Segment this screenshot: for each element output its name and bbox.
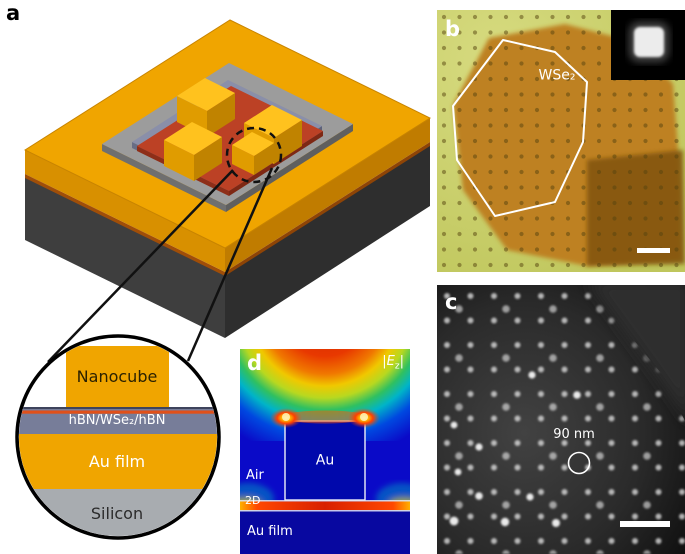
callout-line-left: [47, 169, 234, 363]
panel-b-optical-image: b WSe₂: [437, 10, 685, 272]
panel-a-label: a: [6, 1, 21, 25]
panel-c-darkfield-image: c 90 nm: [437, 285, 685, 554]
gray-slab-side: [102, 144, 226, 212]
nanocube-4-top: [232, 132, 274, 156]
nanocube-array-3d: [164, 78, 302, 181]
panel-d-canvas: [240, 349, 410, 554]
hotspot-core-left: [282, 413, 290, 421]
sem-inset: [611, 10, 685, 80]
chip-accent-line-left: [25, 174, 225, 277]
panel-b-scalebar: [637, 248, 670, 253]
nanocube-4-front: [232, 145, 254, 175]
nanocube-3-top: [164, 122, 222, 155]
hot-2d-strip: [240, 501, 410, 510]
inset-aufilm-rect: [19, 434, 217, 489]
gray-slab-side2: [226, 124, 353, 212]
wse2-material-label: WSe₂: [538, 67, 576, 84]
nanocube-3: [164, 122, 222, 181]
inset-wse2-line: [19, 410, 217, 414]
panel-d-simulation: d |Ez| Au Air 2D Au film: [240, 349, 410, 554]
feature-size-label: 90 nm: [553, 426, 595, 442]
inset-nanocube-label: Nanocube: [76, 367, 158, 387]
au-film-region: [240, 511, 410, 554]
inset-heterostructure-label: hBN/WSe₂/hBN: [68, 412, 166, 428]
panel-c-scalebar: [620, 521, 670, 527]
nanocube-4-side: [254, 143, 274, 175]
nanocube-2-top: [244, 105, 302, 138]
nanocube-1-side: [207, 93, 235, 137]
panel-c-label: c: [445, 290, 458, 314]
air-region-label: Air: [246, 468, 264, 483]
ez-bar-open: |: [382, 354, 387, 369]
panel-b-label: b: [445, 17, 461, 41]
ez-symbol: E: [386, 354, 395, 369]
inset-nanocube-rect: [66, 346, 169, 407]
cube-top-edge-glow: [281, 410, 369, 424]
nanocube-3-side: [194, 137, 222, 181]
inset-silicon-label: Silicon: [90, 504, 144, 524]
chip-side-dark-right: [225, 146, 430, 338]
panel-b-canvas: [437, 10, 685, 272]
hotspot-core-right: [360, 413, 368, 421]
chip-accent-line-right: [225, 142, 430, 277]
flake-edge-dark-region: [590, 285, 685, 417]
nanocube-3-front: [164, 140, 194, 181]
au-film-label: Au film: [247, 524, 293, 539]
field-quantity-label: |Ez|: [382, 354, 404, 372]
chip-side-dark-left: [25, 178, 225, 338]
ez-subscript: z: [394, 361, 400, 372]
callout-line-right: [186, 167, 274, 362]
chip-side-gold-right: [225, 118, 430, 272]
inset-stack-topline: [19, 407, 217, 409]
nanocube-2-side: [274, 120, 302, 164]
nanocube-4: [232, 132, 274, 175]
flake-outline-polygon: [452, 39, 588, 217]
gap-boundary-line-bottom: [240, 510, 410, 512]
2d-layer-label: 2D: [245, 494, 261, 507]
chip-side-gold-left: [25, 150, 225, 272]
panel-c-canvas: [437, 285, 685, 554]
nanocube-1-top: [177, 78, 235, 111]
zoom-dashed-circle: [225, 126, 283, 184]
extra-bright-dots: [449, 371, 581, 527]
au-cube-label: Au: [315, 452, 335, 469]
gap-boundary-line-top: [240, 500, 410, 502]
feature-annotation-circle: [567, 451, 591, 475]
panel-d-label: d: [247, 351, 263, 375]
ez-bar-close: |: [399, 354, 404, 369]
sem-nanocube-blob: [634, 27, 664, 57]
inset-aufilm-label: Au film: [88, 452, 146, 472]
